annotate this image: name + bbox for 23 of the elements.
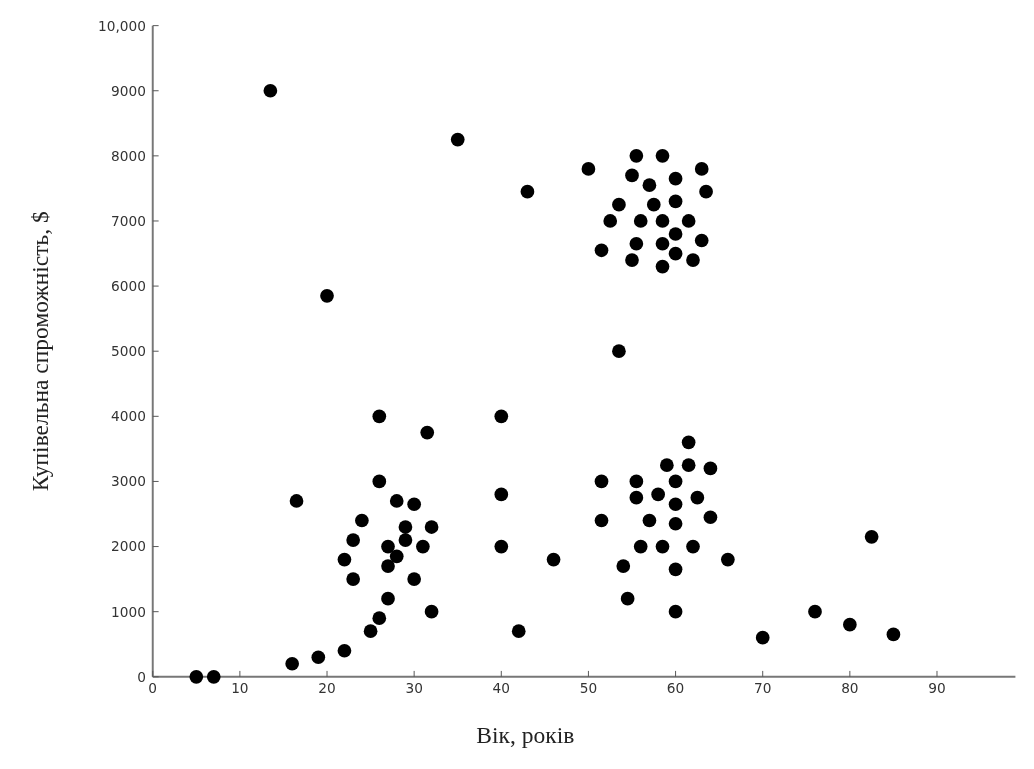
x-tick-label: 90 bbox=[928, 680, 946, 697]
y-tick-label: 9000 bbox=[111, 82, 146, 99]
y-tick-label: 4000 bbox=[111, 408, 146, 425]
y-tick-label: 10,000 bbox=[97, 17, 146, 34]
y-tick-label: 5000 bbox=[111, 343, 146, 360]
x-tick-label: 80 bbox=[841, 680, 859, 697]
y-axis-title: Купівельна спроможність, $ bbox=[26, 211, 53, 492]
y-tick-label: 2000 bbox=[111, 538, 146, 555]
x-tick-label: 20 bbox=[318, 680, 336, 697]
y-tick-label: 1000 bbox=[111, 603, 146, 620]
x-tick-label: 30 bbox=[405, 680, 423, 697]
x-tick-label: 60 bbox=[666, 680, 685, 697]
y-tick-label: 8000 bbox=[111, 147, 146, 164]
y-tick-label: 7000 bbox=[111, 212, 146, 229]
y-tick-label: 0 bbox=[137, 668, 146, 685]
x-tick-label: 70 bbox=[754, 680, 772, 697]
y-tick-label: 3000 bbox=[111, 473, 146, 490]
x-tick-label: 0 bbox=[148, 680, 158, 697]
x-tick-label: 50 bbox=[579, 680, 598, 697]
y-tick-label: 6000 bbox=[111, 277, 146, 294]
x-tick-label: 40 bbox=[492, 680, 510, 697]
x-tick-label: 10 bbox=[231, 680, 249, 697]
x-axis-title: Вік, років bbox=[476, 722, 575, 749]
